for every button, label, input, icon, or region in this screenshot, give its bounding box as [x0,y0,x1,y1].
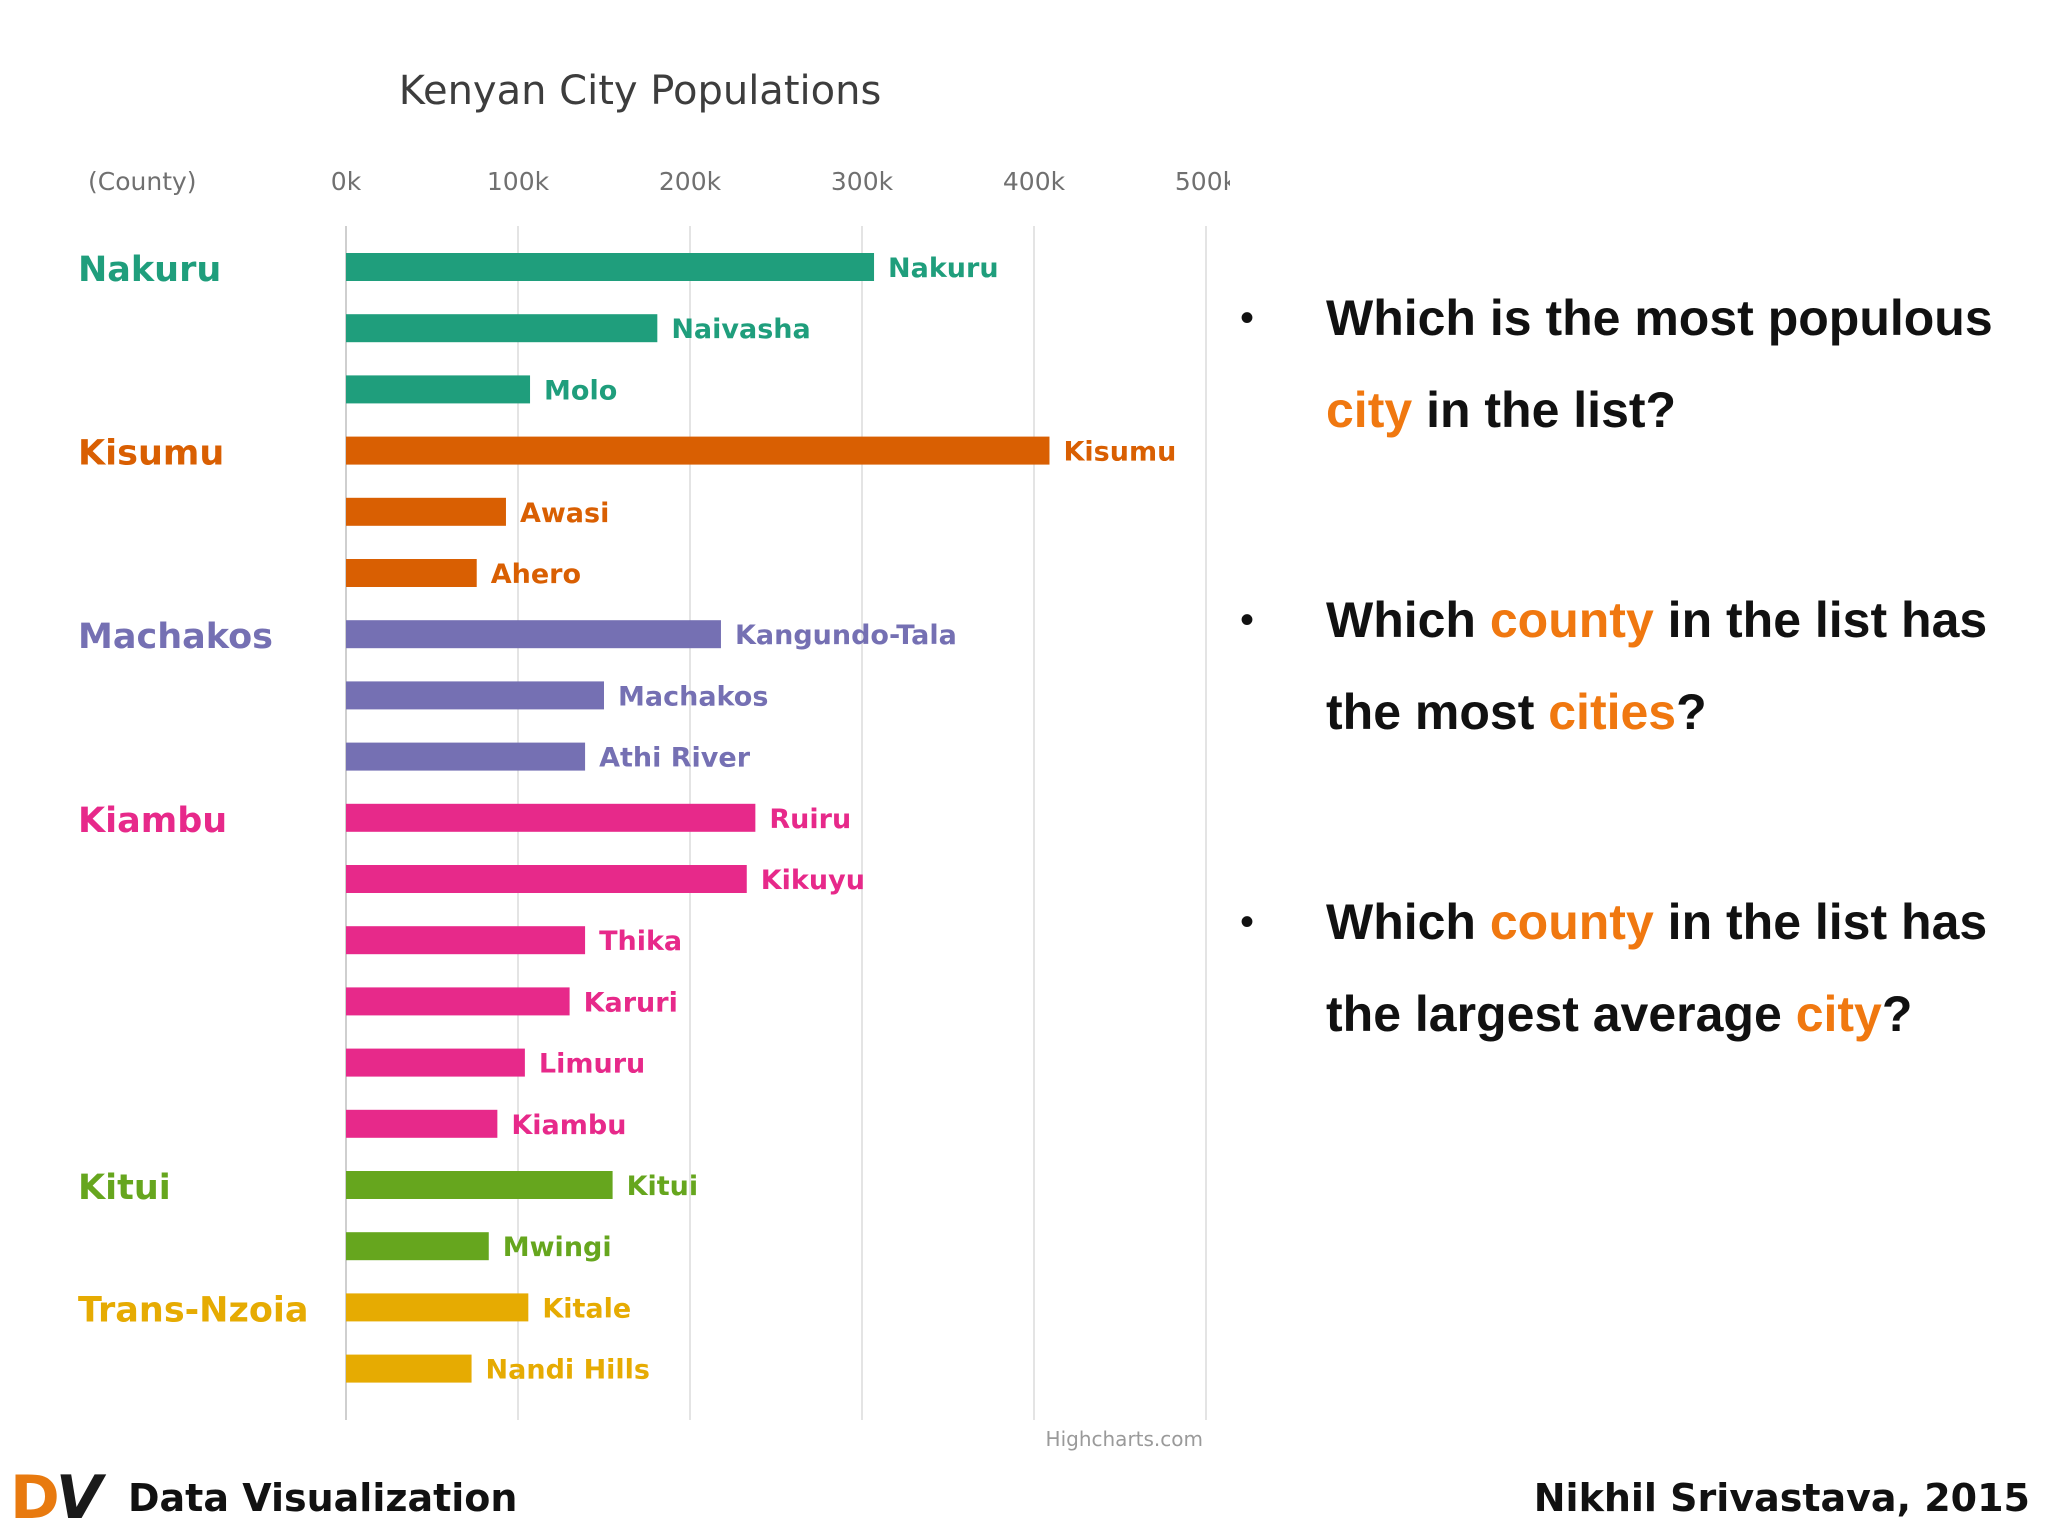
bar [346,497,506,526]
question-text: Which county in the list has the most ci… [1326,592,1988,740]
footer-author-year: Nikhil Srivastava, 2015 [1533,1476,2030,1520]
county-axis-label: (County) [88,167,197,196]
x-tick-label: 200k [659,167,722,196]
bullet-icon: • [1240,900,1255,944]
bar-data-label: Machakos [618,681,768,712]
bar [346,314,658,343]
question-1: • Which is the most populous city in the… [1240,272,2040,456]
bar-data-label: Kitui [627,1171,699,1202]
question-list: • Which is the most populous city in the… [1240,272,2040,1060]
bar-data-label: Athi River [599,743,751,774]
x-tick-label: 0k [331,167,362,196]
bullet-icon: • [1240,296,1255,340]
x-tick-label: 500k [1175,167,1230,196]
x-tick-label: 400k [1003,167,1066,196]
bar [346,559,477,587]
bar [346,375,531,404]
bar [346,436,1050,465]
bar-data-label: Nandi Hills [486,1355,650,1386]
county-label: Trans-Nzoia [78,1290,309,1330]
bar [346,987,570,1016]
footer-course-title: Data Visualization [128,1476,518,1520]
x-tick-label: 300k [831,167,894,196]
bar [346,803,756,832]
question-2: • Which county in the list has the most … [1240,574,2040,758]
bar [346,1048,525,1077]
bar-data-label: Ahero [491,559,581,590]
bar [346,253,875,281]
x-tick-label: 100k [487,167,550,196]
bar-chart: Kenyan City Populations (County) 0k 100k 200… [78,68,1230,1451]
chart-title: Kenyan City Populations [399,68,882,114]
county-label: Kisumu [78,434,224,474]
bar [346,926,586,955]
bar-data-label: Limuru [539,1049,645,1080]
bar-data-label: Thika [599,926,682,957]
county-label: Kitui [78,1168,171,1208]
bar [346,742,586,771]
question-3: • Which county in the list has the large… [1240,876,2040,1060]
chart-credit: Highcharts.com [1046,1427,1203,1451]
bar-data-label: Ruiru [769,804,851,835]
bar [346,1293,529,1322]
bar [346,1109,498,1138]
bar [346,865,747,893]
county-label: Kiambu [78,801,227,841]
bar [346,1354,472,1383]
bar [346,1171,613,1199]
dv-logo: DV [10,1463,102,1533]
question-text: Which county in the list has the largest… [1326,894,1988,1042]
bar-data-label: Kiambu [511,1110,626,1141]
bar-data-label: Awasi [520,498,609,529]
bar-data-label: Karuri [584,987,678,1018]
bar-data-label: Mwingi [503,1232,612,1263]
bullet-icon: • [1240,598,1255,642]
bar-data-label: Molo [544,375,617,406]
bar-data-label: Nakuru [888,253,999,284]
bar-data-label: Kitale [542,1293,631,1324]
bar [346,620,721,649]
county-label: Machakos [78,617,273,657]
bar-data-label: Kisumu [1063,437,1176,468]
county-label: Nakuru [78,250,221,290]
bar [346,1232,489,1261]
bar-data-label: Kikuyu [761,865,865,896]
bar [346,681,604,710]
question-text: Which is the most populous city in the l… [1326,290,1993,438]
bar-data-label: Naivasha [671,314,810,345]
bar-data-label: Kangundo-Tala [735,620,957,651]
